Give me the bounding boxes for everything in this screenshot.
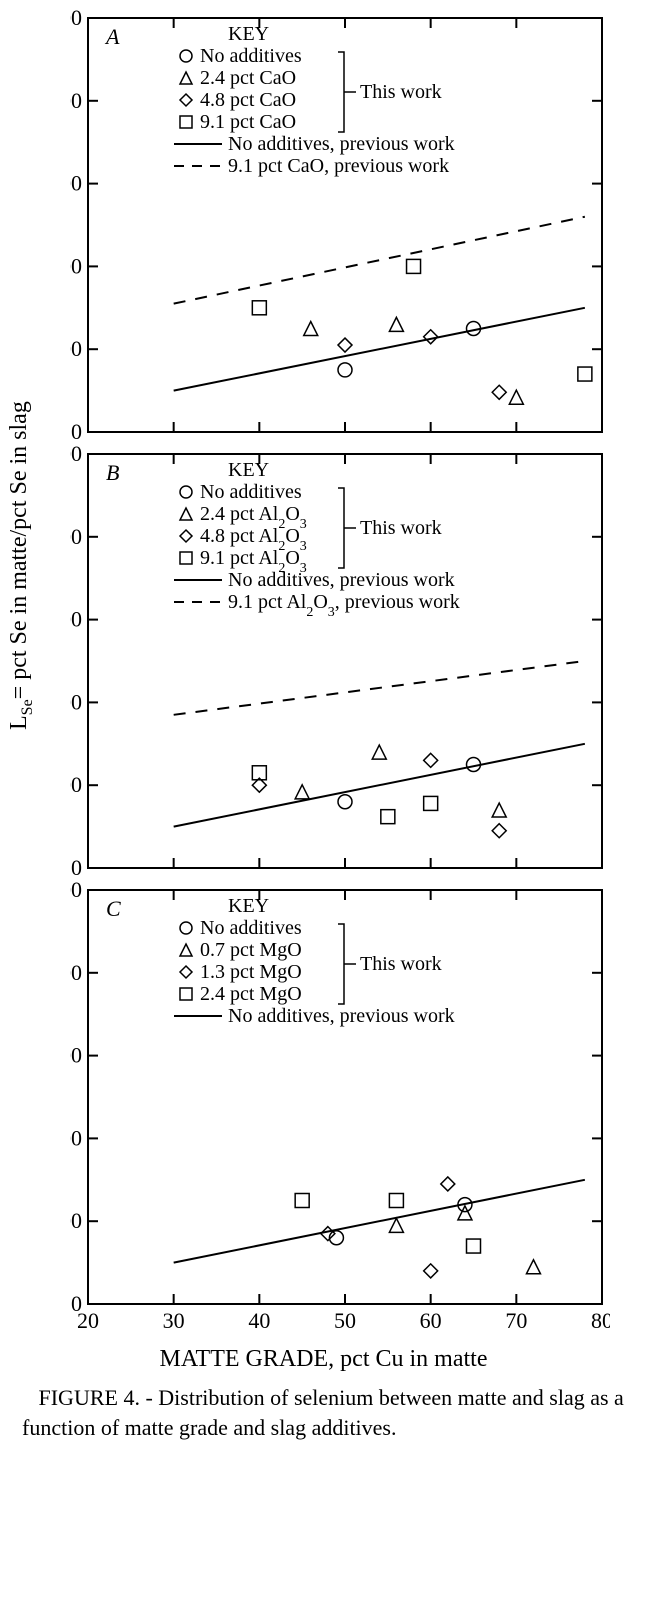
- svg-text:100: 100: [70, 336, 82, 361]
- svg-text:No additives: No additives: [200, 481, 302, 503]
- svg-text:KEY: KEY: [228, 459, 269, 481]
- svg-text:200: 200: [70, 689, 82, 714]
- svg-text:No additives, previous work: No additives, previous work: [228, 133, 455, 155]
- y-axis-label: LSe= pct Se in matte/pct Se in slag: [6, 401, 37, 730]
- svg-text:300: 300: [70, 607, 82, 632]
- svg-text:200: 200: [70, 1125, 82, 1150]
- svg-text:9.1 pct Al2O3, previous work: 9.1 pct Al2O3, previous work: [228, 591, 460, 620]
- svg-text:1.3 pct MgO: 1.3 pct MgO: [200, 961, 302, 983]
- svg-text:0.7 pct MgO: 0.7 pct MgO: [200, 939, 302, 961]
- svg-text:This work: This work: [360, 517, 442, 539]
- svg-text:No additives, previous work: No additives, previous work: [228, 1005, 455, 1027]
- figure-4: LSe= pct Se in matte/pct Se in slag 0 100…: [0, 0, 647, 1462]
- svg-text:200: 200: [70, 253, 82, 278]
- svg-text:100: 100: [70, 1208, 82, 1233]
- svg-text:300: 300: [70, 171, 82, 196]
- svg-text:C: C: [106, 896, 121, 921]
- x-axis-label: MATTE GRADE, pct Cu in matte: [0, 1346, 647, 1373]
- svg-text:30: 30: [163, 1308, 185, 1333]
- svg-text:40: 40: [248, 1308, 270, 1333]
- svg-text:50: 50: [334, 1308, 356, 1333]
- svg-text:KEY: KEY: [228, 895, 269, 917]
- svg-text:100: 100: [70, 772, 82, 797]
- svg-text:B: B: [106, 460, 119, 485]
- svg-text:2.4 pct CaO: 2.4 pct CaO: [200, 67, 296, 89]
- panel-wrapper-B: 0100200300400500BKEYNo additives2.4 pct …: [70, 446, 629, 882]
- svg-text:70: 70: [505, 1308, 527, 1333]
- svg-text:400: 400: [70, 524, 82, 549]
- svg-text:60: 60: [420, 1308, 442, 1333]
- svg-text:A: A: [104, 24, 120, 49]
- svg-text:0: 0: [71, 1291, 82, 1316]
- panel-wrapper-C: 203040506070800100200300400500CKEYNo add…: [70, 882, 629, 1342]
- svg-text:No additives, previous work: No additives, previous work: [228, 569, 455, 591]
- svg-text:2.4 pct MgO: 2.4 pct MgO: [200, 983, 302, 1005]
- svg-text:80: 80: [591, 1308, 610, 1333]
- svg-text:400: 400: [70, 88, 82, 113]
- panel-C: 203040506070800100200300400500CKEYNo add…: [70, 882, 610, 1342]
- panels-container: 0100200300400500AKEYNo additives2.4 pct …: [0, 0, 647, 1342]
- svg-text:9.1 pct CaO, previous work: 9.1 pct CaO, previous work: [228, 155, 449, 177]
- svg-text:4.8 pct CaO: 4.8 pct CaO: [200, 89, 296, 111]
- figure-caption: FIGURE 4. - Distribution of selenium bet…: [0, 1373, 647, 1462]
- panel-B: 0100200300400500BKEYNo additives2.4 pct …: [70, 446, 610, 882]
- svg-text:300: 300: [70, 1043, 82, 1068]
- svg-text:KEY: KEY: [228, 23, 269, 45]
- svg-text:400: 400: [70, 960, 82, 985]
- svg-text:No additives: No additives: [200, 45, 302, 67]
- svg-text:9.1 pct CaO: 9.1 pct CaO: [200, 111, 296, 133]
- svg-text:This work: This work: [360, 953, 442, 975]
- svg-text:500: 500: [70, 446, 82, 466]
- svg-text:This work: This work: [360, 81, 442, 103]
- svg-text:No additives: No additives: [200, 917, 302, 939]
- panel-A: 0 100 200 300 400 500 A KEYNo additives2.4 pct …: [70, 10, 610, 446]
- svg-text:500: 500: [70, 10, 82, 30]
- panel-wrapper-A: 0 100 200 300 400 500 A KEYNo additives2.4 pct …: [70, 10, 629, 446]
- svg-text:500: 500: [70, 882, 82, 902]
- svg-text:0: 0: [71, 855, 82, 880]
- svg-text:0: 0: [71, 419, 82, 444]
